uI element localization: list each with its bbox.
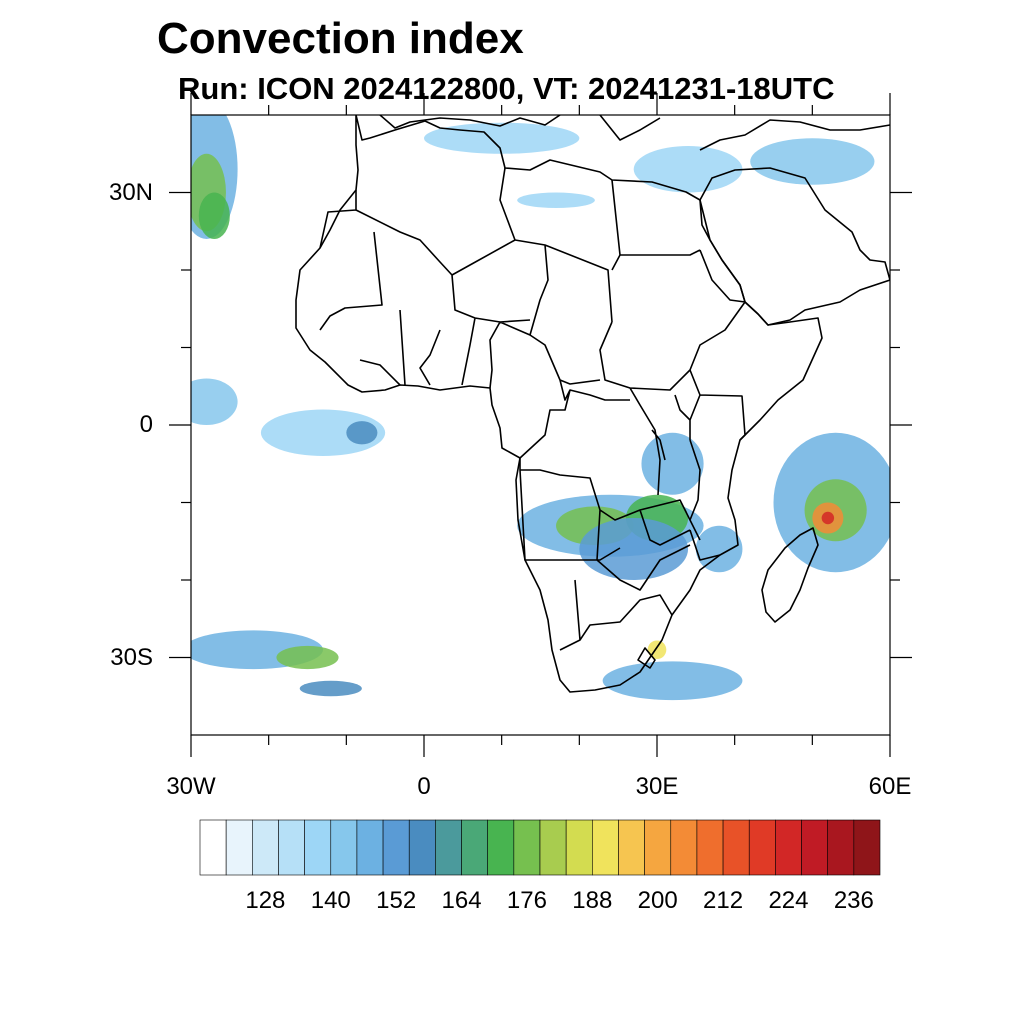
madagascar-coastline [761,527,819,623]
colorbar-swatch [722,819,750,876]
colorbar-swatch [775,819,802,876]
colorbar [199,819,881,876]
africa-coastline [295,115,823,693]
colorbar-swatch [618,819,645,876]
convection-cell [821,511,835,525]
lat-tick-label: 0 [139,411,153,438]
colorbar-label: 236 [833,887,874,914]
map-title: Convection index [157,14,524,63]
convection-cell [750,138,875,185]
colorbar-swatch [539,819,567,876]
lon-tick-label: 0 [417,773,431,800]
colorbar-swatch [670,819,698,876]
colorbar-label: 224 [768,887,809,914]
colorbar-label: 128 [245,887,286,914]
colorbar-swatch [356,819,384,876]
convection-cell [260,409,386,456]
map-subtitle: Run: ICON 2024122800, VT: 20241231-18UTC [178,71,835,106]
colorbar-swatch [565,819,593,876]
convection-cell [517,192,595,208]
colorbar-swatch [382,819,410,876]
colorbar-swatch [827,819,855,876]
colorbar-label: 164 [441,887,482,914]
lat-tick-label: 30S [110,643,153,671]
colorbar-label: 152 [376,887,417,914]
convection-cell [641,432,704,495]
convection-cell [191,378,238,425]
colorbar-swatch [748,819,776,876]
colorbar-label: 188 [572,887,613,914]
colorbar-swatch [461,819,488,876]
colorbar-swatch [644,819,672,876]
colorbar-swatch [592,819,619,876]
colorbar-swatch [435,819,462,876]
colorbar-swatch [330,819,358,876]
convection-cell [424,122,580,154]
convection-cell [633,146,743,193]
lon-tick-label: 60E [868,773,912,800]
lon-tick-label: 30E [635,773,679,800]
axis-ticks [169,93,912,757]
convection-field [191,115,890,701]
border-lines [319,167,746,669]
colorbar-swatch [408,819,436,876]
colorbar-label: 140 [310,887,351,914]
colorbar-swatch [853,819,881,876]
convection-cell [579,518,689,580]
convection-cell [198,192,230,239]
colorbar-label: 212 [703,887,744,914]
colorbar-swatch [696,819,724,876]
colorbar-label: 176 [506,887,547,914]
lat-tick-label: 30N [108,178,153,206]
colorbar-swatch [199,819,227,876]
colorbar-label: 200 [637,887,678,914]
lon-tick-label: 30W [166,773,216,800]
convection-cell [299,680,362,697]
convection-cell [276,645,339,670]
convection-cell [602,661,743,701]
colorbar-swatch [225,819,253,876]
colorbar-swatch [801,819,828,876]
convection-cell [695,525,743,573]
colorbar-swatch [513,819,541,876]
convection-cell [346,421,378,445]
colorbar-swatch [487,819,515,876]
arabia-coastline [699,167,890,326]
europe-coastline [379,115,890,151]
country-borders [295,115,890,693]
colorbar-swatch [304,819,332,876]
colorbar-swatch [278,819,305,876]
colorbar-swatch [252,819,279,876]
